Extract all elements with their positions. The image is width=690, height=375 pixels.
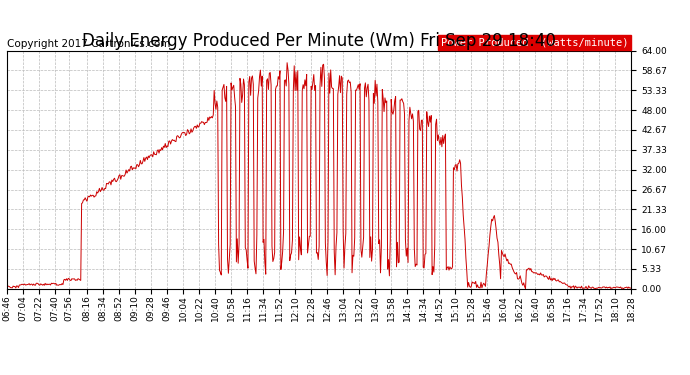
Text: Copyright 2017 Cartronics.com: Copyright 2017 Cartronics.com: [7, 39, 170, 50]
Text: Power Produced  (watts/minute): Power Produced (watts/minute): [441, 38, 628, 48]
Title: Daily Energy Produced Per Minute (Wm) Fri Sep 29 18:40: Daily Energy Produced Per Minute (Wm) Fr…: [82, 33, 556, 51]
